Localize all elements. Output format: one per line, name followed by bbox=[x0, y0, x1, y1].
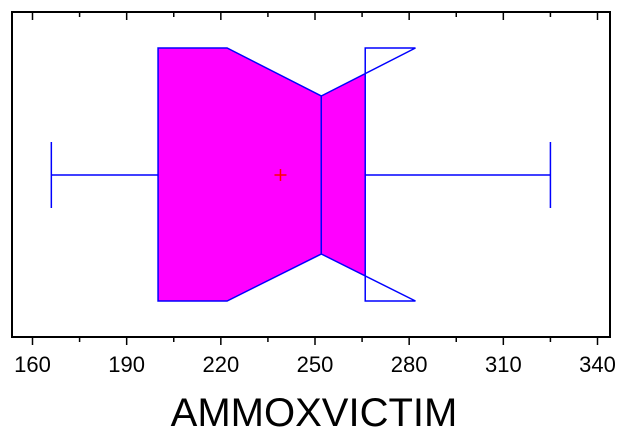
bottom-axis-ticks bbox=[31, 337, 599, 345]
x-tick-labels: 160 190 220 250 280 310 340 bbox=[14, 352, 616, 377]
x-axis-title: AMMOXVICTIM bbox=[171, 391, 458, 433]
x-tick-label: 190 bbox=[108, 352, 145, 377]
x-tick-label: 340 bbox=[579, 352, 616, 377]
x-tick-label: 280 bbox=[391, 352, 428, 377]
x-tick-label: 160 bbox=[14, 352, 51, 377]
x-tick-label: 250 bbox=[297, 352, 334, 377]
box-lower-half bbox=[157, 47, 323, 302]
x-tick-label: 220 bbox=[202, 352, 239, 377]
top-axis-ticks bbox=[31, 12, 599, 20]
x-tick-label: 310 bbox=[485, 352, 522, 377]
box-upper-half bbox=[321, 73, 366, 276]
box-group bbox=[50, 47, 552, 302]
